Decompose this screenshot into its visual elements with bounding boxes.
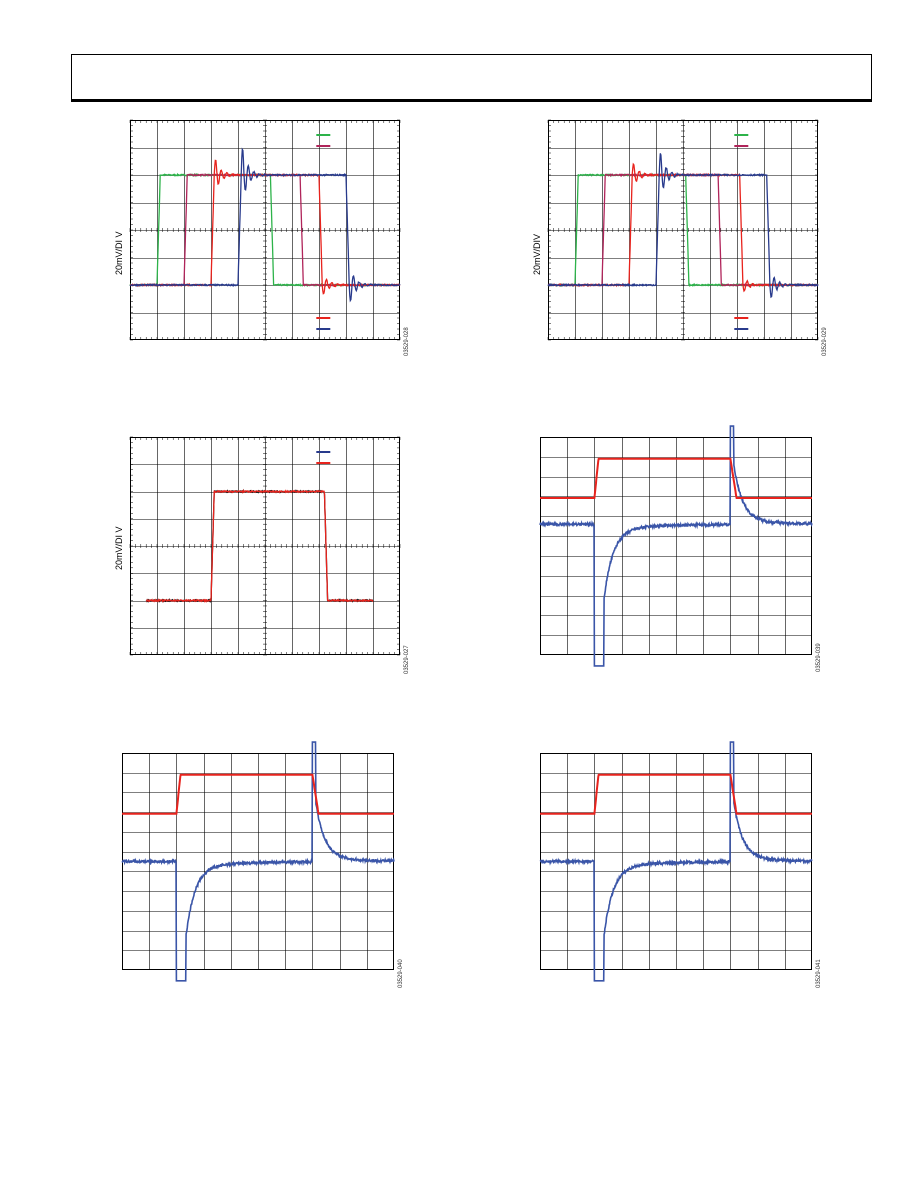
page-header bbox=[71, 54, 872, 102]
chart-2-series-3 bbox=[547, 162, 819, 293]
chart-4-frame bbox=[540, 437, 812, 655]
chart-1-minor-ticks bbox=[129, 119, 401, 341]
chart-1-ylabel: 20mV/DI V bbox=[114, 231, 124, 275]
chart-5-figure-id: 03529-040 bbox=[398, 959, 404, 988]
chart-4-series-red bbox=[540, 457, 812, 499]
chart-3-figure-id: 03529-027 bbox=[404, 645, 410, 674]
chart-2-minor-ticks bbox=[547, 119, 819, 341]
chart-3-ylabel: 20mV/DI V bbox=[114, 526, 124, 570]
chart-3-series-2 bbox=[146, 489, 374, 603]
chart-2-series-4 bbox=[547, 153, 819, 299]
chart-1-figure-id: 03529-028 bbox=[404, 327, 410, 356]
chart-1-series-4 bbox=[129, 147, 401, 303]
chart-2-figure-id: 03529-029 bbox=[822, 327, 828, 356]
chart-5-series-red bbox=[122, 773, 394, 815]
chart-4-figure-id: 03529-039 bbox=[816, 643, 822, 672]
chart-4-series-blue bbox=[539, 425, 813, 667]
chart-4-grid bbox=[540, 437, 812, 655]
chart-5-series-blue bbox=[121, 741, 395, 982]
chart-3-minor-ticks bbox=[129, 436, 401, 656]
chart-6-series-red bbox=[540, 773, 812, 815]
chart-6-figure-id: 03529-041 bbox=[816, 959, 822, 988]
chart-2-ylabel: 20mV/DIV bbox=[532, 233, 542, 275]
chart-step-response-3 bbox=[129, 436, 401, 656]
chart-step-response-2 bbox=[547, 119, 819, 341]
chart-step-response-1 bbox=[129, 119, 401, 341]
chart-transient-5 bbox=[121, 741, 395, 982]
chart-6-series-blue bbox=[539, 741, 813, 982]
chart-transient-4 bbox=[539, 425, 813, 667]
chart-transient-6 bbox=[539, 741, 813, 982]
